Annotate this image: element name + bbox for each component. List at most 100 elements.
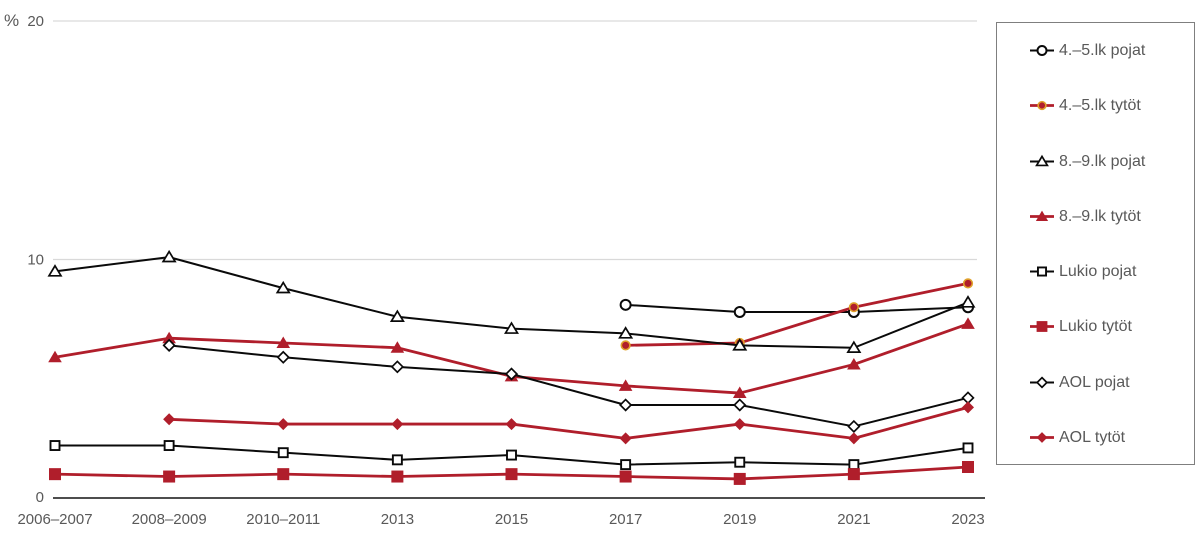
diamond-filled-marker-icon [505, 418, 518, 431]
y-tick-label-10: 10 [27, 252, 44, 269]
triangle-filled-marker-icon [847, 357, 861, 370]
legend-label: 4.–5.lk tytöt [1059, 97, 1141, 115]
diamond-filled-marker-icon [277, 418, 290, 431]
circle-filled-marker-icon [1030, 101, 1054, 111]
diamond-filled-marker-icon [1030, 432, 1054, 443]
square-open-marker-icon [391, 454, 403, 466]
x-tick-label-2006-2007: 2006–2007 [17, 511, 92, 528]
triangle-open-marker-icon [161, 249, 177, 263]
series-line-aol-tyt-t [169, 406, 969, 440]
triangle-open-marker-icon [618, 326, 634, 339]
diamond-open-marker-icon [390, 360, 404, 374]
x-tick-label-2010-2011: 2010–2011 [246, 511, 320, 528]
square-open-marker-icon [734, 456, 746, 468]
series-8-9-lk-pojat [47, 249, 976, 353]
legend-item-lukio-tytot: Lukio tytöt [1029, 317, 1194, 336]
circle-open-marker-icon [1030, 45, 1054, 56]
triangle-filled-marker-icon [732, 386, 747, 399]
legend-label: AOL tytöt [1059, 428, 1126, 446]
diamond-filled-marker-icon [847, 432, 860, 445]
triangle-open-marker-icon [846, 340, 862, 353]
diamond-filled-marker-icon [619, 432, 632, 445]
legend-item-8-9-lk-tytot: 8.–9.lk tytöt [1029, 207, 1194, 226]
triangle-filled-marker-icon [1035, 210, 1049, 221]
square-open-marker-icon [49, 440, 61, 451]
legend-label: 4.–5.lk pojat [1059, 42, 1146, 59]
circle-filled-marker-icon [848, 302, 859, 313]
square-open-marker-icon [277, 447, 289, 459]
square-filled-marker-icon [733, 472, 746, 485]
series-aol-tyt-t [163, 401, 974, 445]
diamond-open-marker-icon [1030, 376, 1054, 389]
x-tick-label-2015: 2015 [495, 511, 528, 528]
legend: 4.–5.lk pojat 4.–5.lk tytöt 8.–9.lk poja… [996, 22, 1195, 465]
square-filled-marker-icon [163, 470, 176, 483]
legend-label: 8.–9.lk tytöt [1059, 207, 1141, 225]
square-open-marker-icon [163, 440, 175, 451]
series-line-4-5-lk-pojat [625, 303, 969, 313]
triangle-filled-marker-icon [48, 350, 62, 363]
legend-item-lukio-pojat: Lukio pojat [1029, 262, 1194, 281]
circle-filled-marker-icon [1037, 101, 1047, 111]
y-tick-label-0: 0 [36, 489, 44, 506]
square-open-marker-icon [506, 449, 517, 461]
legend-label: Lukio pojat [1059, 263, 1137, 281]
triangle-filled-marker-icon [276, 336, 291, 348]
legend-label: Lukio tytöt [1059, 318, 1132, 336]
triangle-filled-marker-icon [1030, 210, 1054, 221]
triangle-filled-marker-icon [961, 317, 975, 329]
x-tick-label-2008-2009: 2008–2009 [132, 511, 207, 528]
series-aol-pojat [162, 338, 975, 434]
series-line-aol-pojat [169, 344, 969, 428]
diamond-open-marker-icon [162, 338, 176, 352]
diamond-filled-marker-icon [391, 418, 404, 431]
square-filled-marker-icon [391, 470, 404, 483]
diamond-open-marker-icon [1035, 376, 1049, 389]
square-filled-marker-icon [505, 468, 518, 481]
square-filled-marker-icon [1030, 321, 1054, 333]
diamond-open-marker-icon [276, 350, 290, 364]
square-open-marker-icon [848, 459, 860, 471]
triangle-open-marker-icon [389, 309, 405, 322]
series-4-5-lk-tyt-t [620, 278, 974, 351]
x-tick-label-2017: 2017 [609, 511, 642, 528]
legend-label: 8.–9.lk pojat [1059, 152, 1146, 170]
circle-open-marker-icon [1036, 45, 1048, 56]
square-filled-marker-icon [619, 470, 632, 483]
triangle-filled-marker-icon [390, 341, 405, 353]
legend-label: AOL pojat [1059, 373, 1130, 391]
triangle-open-marker-icon [1030, 154, 1054, 166]
triangle-open-marker-icon [47, 264, 63, 277]
square-filled-marker-icon [962, 460, 974, 473]
y-tick-label-20: 20 [27, 13, 44, 30]
diamond-open-marker-icon [619, 398, 633, 412]
diamond-open-marker-icon [504, 367, 519, 381]
square-open-marker-icon [620, 459, 632, 471]
legend-item-aol-tytot: AOL tytöt [1029, 428, 1194, 447]
series-4-5-lk-pojat [619, 298, 974, 318]
series-lukio-pojat [49, 440, 974, 471]
triangle-open-marker-icon [503, 321, 520, 334]
triangle-open-marker-icon [1035, 154, 1049, 166]
legend-item-8-9-lk-pojat: 8.–9.lk pojat [1029, 152, 1194, 171]
circle-filled-marker-icon [620, 340, 631, 351]
y-axis-unit-label: % [4, 11, 19, 30]
square-filled-marker-icon [49, 468, 61, 481]
diamond-filled-marker-icon [962, 401, 974, 414]
legend-item-aol-pojat: AOL pojat [1029, 373, 1194, 392]
square-filled-marker-icon [847, 468, 860, 481]
diamond-filled-marker-icon [1036, 432, 1048, 443]
circle-open-marker-icon [733, 305, 746, 318]
series-lukio-tyt-t [49, 460, 974, 485]
square-open-marker-icon [962, 442, 974, 454]
x-tick-label-2013: 2013 [381, 511, 414, 528]
x-tick-label-2023: 2023 [951, 511, 984, 528]
triangle-filled-marker-icon [618, 379, 633, 391]
diamond-filled-marker-icon [733, 418, 746, 431]
triangle-open-marker-icon [275, 280, 291, 294]
square-filled-marker-icon [1036, 321, 1048, 333]
series-line-4-5-lk-tyt-t [625, 281, 969, 347]
diamond-open-marker-icon [847, 419, 861, 434]
